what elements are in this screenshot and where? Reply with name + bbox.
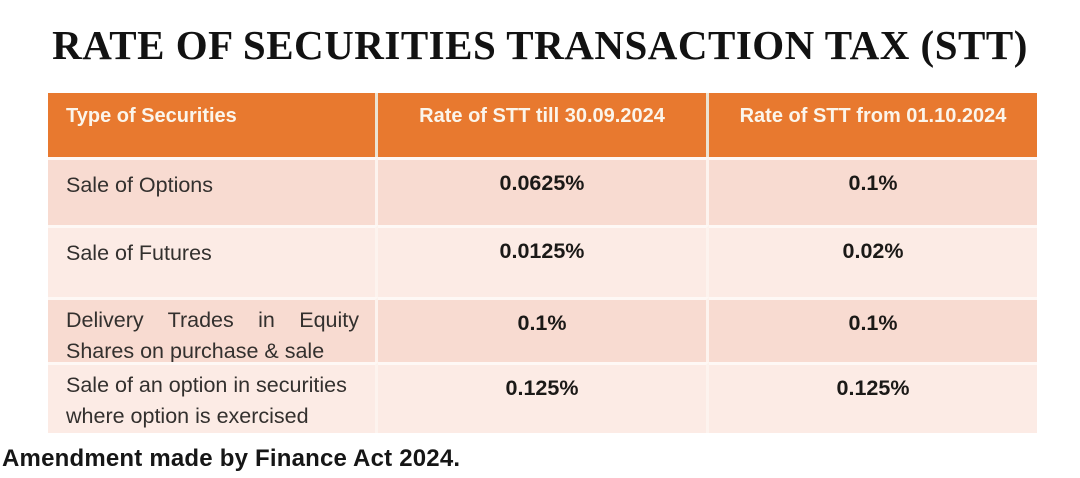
table-row-type-cell: Sale of Options <box>48 157 378 225</box>
column-header-type-of-securities: Type of Securities <box>48 93 378 157</box>
table-row-type-cell: Sale of an option in securities where op… <box>48 362 378 433</box>
security-type-label: Sale of Futures <box>66 241 212 265</box>
rate-till-value: 0.1% <box>378 297 709 362</box>
security-type-label: Sale of Options <box>66 173 214 197</box>
table-row-type-cell: Delivery Trades in Equity Shares on purc… <box>48 297 378 362</box>
security-type-label-line2: Shares on purchase & sale <box>66 338 325 362</box>
page-title: RATE OF SECURITIES TRANSACTION TAX (STT) <box>52 22 1028 68</box>
security-type-label-line1: Delivery Trades in Equity <box>66 308 359 332</box>
rate-from-value: 0.1% <box>709 297 1037 362</box>
stt-rate-table: Type of Securities Rate of STT till 30.0… <box>48 93 1037 433</box>
column-header-rate-from: Rate of STT from 01.10.2024 <box>709 93 1037 157</box>
rate-from-value: 0.1% <box>709 157 1037 225</box>
rate-from-value: 0.125% <box>709 362 1037 433</box>
amendment-footnote: Amendment made by Finance Act 2024. <box>2 445 461 472</box>
table-row-type-cell: Sale of Futures <box>48 225 378 297</box>
rate-till-value: 0.0625% <box>378 157 709 225</box>
column-header-rate-till: Rate of STT till 30.09.2024 <box>378 93 709 157</box>
rate-till-value: 0.0125% <box>378 225 709 297</box>
security-type-label-line1: Sale of an option in securities <box>66 373 347 397</box>
rate-from-value: 0.02% <box>709 225 1037 297</box>
rate-till-value: 0.125% <box>378 362 709 433</box>
security-type-label-line2: where option is exercised <box>66 403 309 428</box>
